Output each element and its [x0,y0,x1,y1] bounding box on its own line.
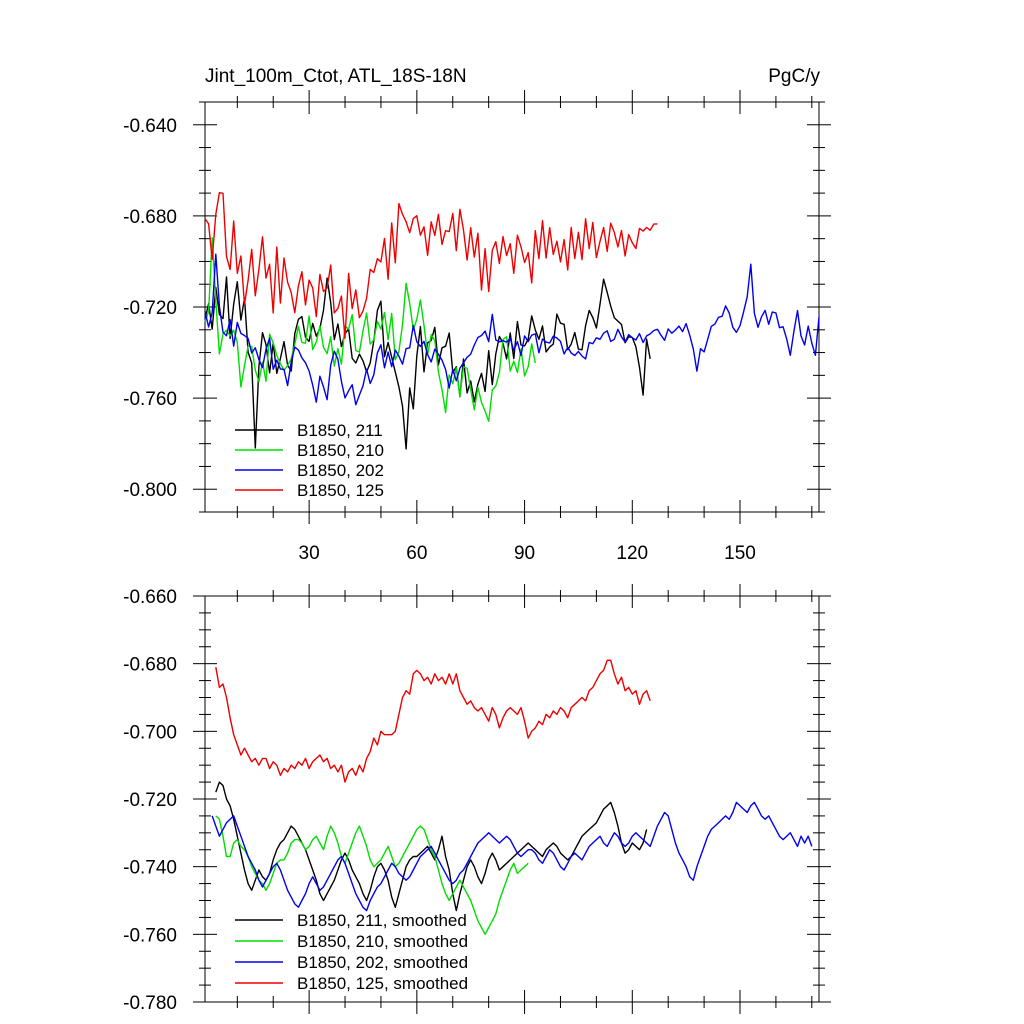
legend-label: B1850, 211 [297,421,383,440]
bottom-legend: B1850, 211, smoothed B1850, 210, smoothed… [235,911,468,993]
legend-label: B1850, 202 [297,461,384,480]
y-tick-label: -0.640 [123,116,177,137]
series-line-0 [215,781,648,912]
y-tick-label: -0.800 [123,480,177,501]
y-tick-label: -0.680 [123,207,177,228]
y-tick-label: -0.740 [123,858,177,879]
series-line-0 [204,276,651,450]
series-line-1 [204,237,536,422]
series-line-3 [215,659,651,783]
bottom-ticks: -0.660 -0.680 -0.700 -0.720 -0.740 -0.760 -0.7… [123,584,831,1014]
x-tick-label: 30 [299,543,320,564]
legend-label: B1850, 210, smoothed [297,932,468,951]
top-ticks: -0.640 -0.680 -0.720 -0.760 -0.800 30 60 90 120 1… [123,90,831,564]
y-tick-label: -0.720 [123,298,177,319]
series-line-2 [204,253,820,406]
legend-label: B1850, 202, smoothed [297,953,468,972]
x-tick-label: 120 [616,543,648,564]
bottom-panel: -0.660 -0.680 -0.700 -0.720 -0.740 -0.760 -0.7… [123,584,831,1014]
y-tick-label: -0.700 [123,722,177,743]
series-line-2 [211,801,813,912]
y-tick-label: -0.680 [123,655,177,676]
x-tick-label: 150 [724,543,756,564]
legend-label: B1850, 125 [297,481,384,500]
units-label: PgC/y [768,66,820,87]
series-line-3 [204,191,658,339]
y-tick-label: -0.780 [123,993,177,1014]
y-tick-label: -0.760 [123,389,177,410]
series-line-1 [215,815,529,935]
y-tick-label: -0.760 [123,925,177,946]
bottom-series [211,659,813,935]
y-tick-label: -0.720 [123,790,177,811]
legend-label: B1850, 211, smoothed [297,911,467,930]
x-tick-label: 90 [514,543,535,564]
x-tick-label: 60 [406,543,427,564]
y-tick-label: -0.660 [123,587,177,608]
top-panel: Jint_100m_Ctot, ATL_18S-18N PgC/y -0.640… [123,66,831,564]
legend-label: B1850, 210 [297,441,384,460]
chart-title: Jint_100m_Ctot, ATL_18S-18N [205,66,467,87]
legend-label: B1850, 125, smoothed [297,974,468,993]
top-series [204,191,820,450]
